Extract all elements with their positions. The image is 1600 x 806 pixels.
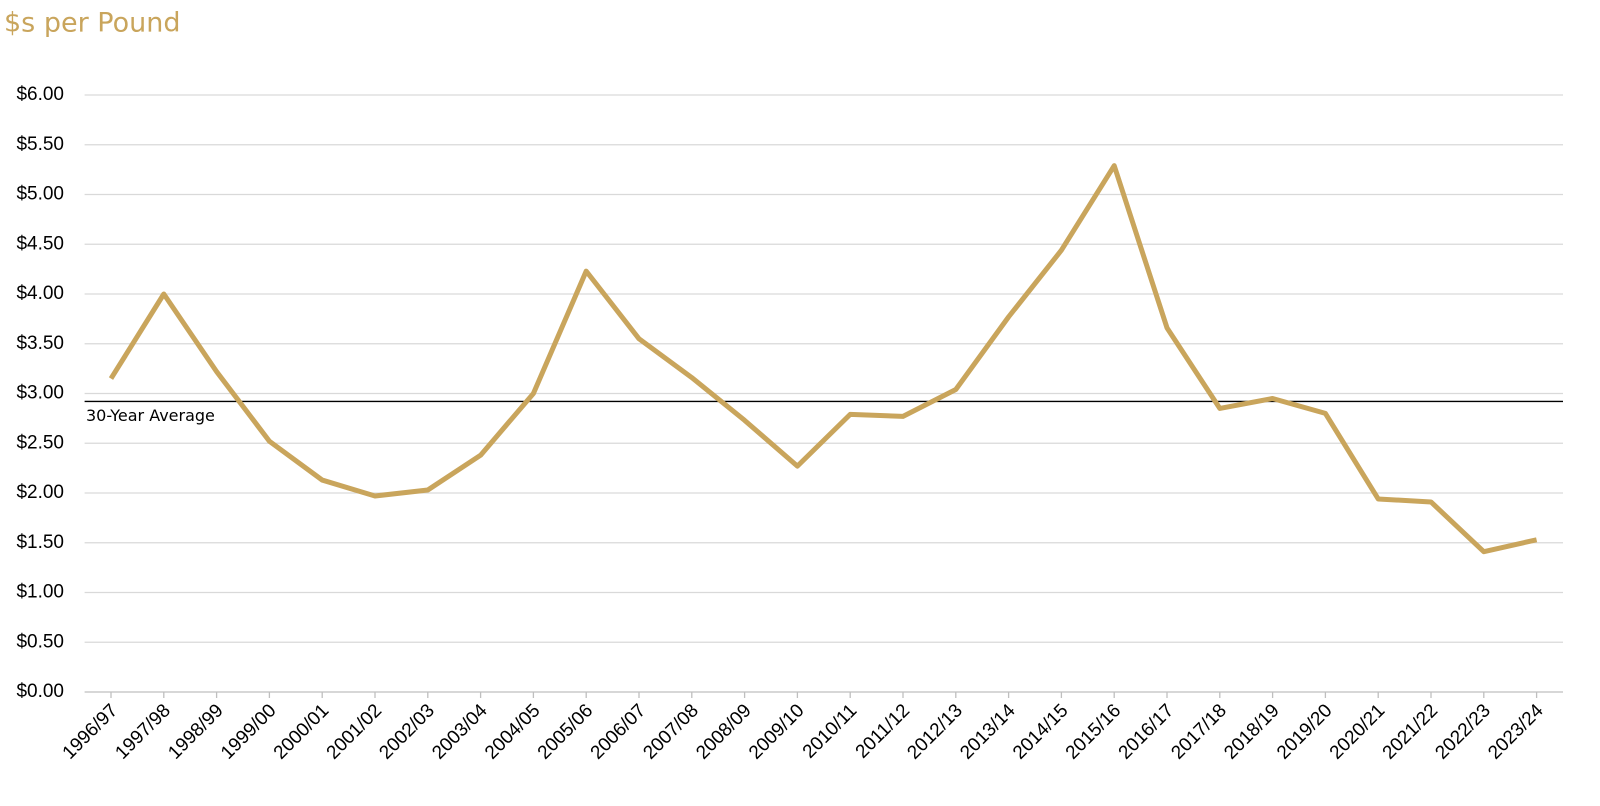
x-tick-label: 2021/22 xyxy=(1379,700,1442,763)
x-tick-label: 2016/17 xyxy=(1115,700,1178,763)
x-tick-label: 1997/98 xyxy=(111,700,174,763)
x-tick-label: 2020/21 xyxy=(1326,700,1389,763)
x-tick-label: 2007/08 xyxy=(639,700,702,763)
x-tick-label: 1999/00 xyxy=(217,700,280,763)
x-tick-label: 2009/10 xyxy=(745,700,808,763)
x-tick-label: 2019/20 xyxy=(1273,700,1336,763)
y-tick-label: $1.50 xyxy=(16,532,64,553)
x-tick-label: 1998/99 xyxy=(164,700,227,763)
x-tick-label: 2011/12 xyxy=(852,700,914,762)
x-tick-label: 2022/23 xyxy=(1431,700,1494,763)
reference-label: 30-Year Average xyxy=(86,406,215,425)
y-tick-label: $0.00 xyxy=(16,681,64,702)
x-tick-label: 2015/16 xyxy=(1062,700,1125,763)
x-tick-label: 2010/11 xyxy=(799,700,861,762)
x-tick-label: 2014/15 xyxy=(1009,700,1072,763)
x-tick-label: 2001/02 xyxy=(323,700,386,763)
x-tick-label: 2008/09 xyxy=(692,700,755,763)
x-tick-label: 2000/01 xyxy=(270,700,333,763)
chart-title: $s per Pound xyxy=(4,8,180,39)
x-tick-label: 2004/05 xyxy=(481,700,544,763)
x-tick-label: 2005/06 xyxy=(534,700,597,763)
x-tick-label: 2018/19 xyxy=(1220,700,1283,763)
y-tick-label: $6.00 xyxy=(16,84,64,105)
y-tick-label: $2.00 xyxy=(16,482,64,503)
y-tick-label: $0.50 xyxy=(16,631,64,652)
y-tick-label: $3.00 xyxy=(16,383,64,404)
y-tick-label: $2.50 xyxy=(16,432,64,453)
x-tick-label: 2002/03 xyxy=(375,700,438,763)
x-tick-label: 2017/18 xyxy=(1167,700,1230,763)
x-tick-label: 2012/13 xyxy=(903,700,966,763)
x-tick-label: 1996/97 xyxy=(59,700,122,763)
x-tick-label: 2013/14 xyxy=(956,700,1020,764)
y-tick-label: $4.00 xyxy=(16,283,64,304)
y-tick-label: $4.50 xyxy=(16,233,64,254)
y-tick-label: $3.50 xyxy=(16,333,64,354)
x-tick-label: 2006/07 xyxy=(587,700,650,763)
data-line xyxy=(108,163,1538,555)
x-tick-label: 2003/04 xyxy=(428,700,492,764)
y-tick-label: $5.50 xyxy=(16,134,64,155)
y-tick-label: $1.00 xyxy=(16,582,64,603)
x-tick-label: 2023/24 xyxy=(1484,700,1548,764)
y-tick-label: $5.00 xyxy=(16,184,64,205)
